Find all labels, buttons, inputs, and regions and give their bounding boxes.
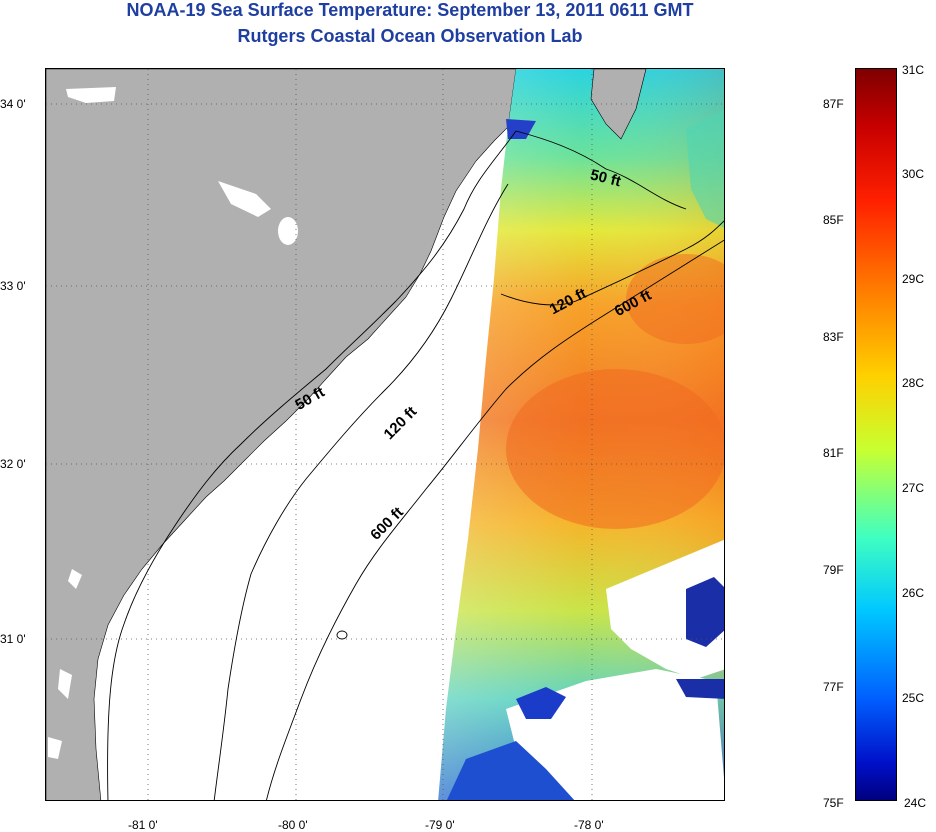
lon-tick-label: -79 0' xyxy=(425,818,455,832)
lat-tick-label: 34 0' xyxy=(0,97,26,111)
colorbar-celsius-label: 31C xyxy=(902,63,925,77)
colorbar-celsius-label: 29C xyxy=(902,272,925,286)
colorbar-celsius-label: 27C xyxy=(902,481,925,495)
colorbar-fahrenheit-label: 77F xyxy=(823,680,844,694)
colorbar-fahrenheit-label: 83F xyxy=(823,330,844,344)
cloud-mask xyxy=(606,539,724,679)
cold-fringe xyxy=(446,741,575,800)
land-mass-northeast xyxy=(686,110,724,228)
sst-map-canvas: 50 ft 120 ft 600 ft 50 ft 120 ft 600 ft xyxy=(46,69,724,800)
contour-label-120ft-south: 120 ft xyxy=(381,403,421,443)
colorbar-celsius-label: 26C xyxy=(902,586,925,600)
colorbar-celsius-label: 30C xyxy=(902,167,925,181)
colorbar-fahrenheit-label: 87F xyxy=(823,97,844,111)
seamount-contour xyxy=(336,630,348,640)
warm-core xyxy=(626,254,724,344)
contour-120ft xyxy=(213,183,509,800)
inland-water xyxy=(278,217,298,245)
cold-fringe xyxy=(686,577,724,647)
cold-fringe xyxy=(676,679,724,699)
colorbar-fahrenheit-label: 85F xyxy=(823,213,844,227)
land-mass xyxy=(46,69,517,800)
colorbar-fahrenheit-label: 75F xyxy=(823,796,844,810)
lon-tick-label: -78 0' xyxy=(574,818,604,832)
lat-tick-label: 32 0' xyxy=(0,457,26,471)
inland-water xyxy=(218,181,271,217)
inland-water xyxy=(68,569,82,589)
colorbar-fahrenheit-label: 79F xyxy=(823,563,844,577)
temperature-colorbar xyxy=(855,68,897,801)
colorbar-celsius-label: 24C xyxy=(904,796,927,810)
contour-600ft xyxy=(266,239,724,800)
lat-tick-label: 31 0' xyxy=(0,632,26,646)
lon-tick-label: -80 0' xyxy=(278,818,308,832)
lat-tick-label: 33 0' xyxy=(0,279,26,293)
inland-water xyxy=(66,87,116,103)
inland-water xyxy=(48,737,62,759)
sst-map: 50 ft 120 ft 600 ft 50 ft 120 ft 600 ft xyxy=(45,68,725,801)
map-subtitle: Rutgers Coastal Ocean Observation Lab xyxy=(237,26,583,46)
lon-tick-label: -81 0' xyxy=(128,818,158,832)
land-mass-northeast xyxy=(590,69,647,140)
colorbar-celsius-label: 25C xyxy=(902,691,925,705)
contour-50ft xyxy=(107,130,517,800)
map-title: NOAA-19 Sea Surface Temperature: Septemb… xyxy=(126,0,694,20)
colorbar-celsius-label: 28C xyxy=(902,376,925,390)
warm-core xyxy=(506,369,724,529)
contour-50ft-north xyxy=(515,130,687,210)
contour-label-50ft: 50 ft xyxy=(589,166,623,190)
contour-120ft-north xyxy=(500,220,724,306)
cold-fringe xyxy=(516,687,566,719)
graticule xyxy=(46,69,724,800)
inland-water xyxy=(58,669,72,699)
colorbar-fahrenheit-label: 81F xyxy=(823,446,844,460)
